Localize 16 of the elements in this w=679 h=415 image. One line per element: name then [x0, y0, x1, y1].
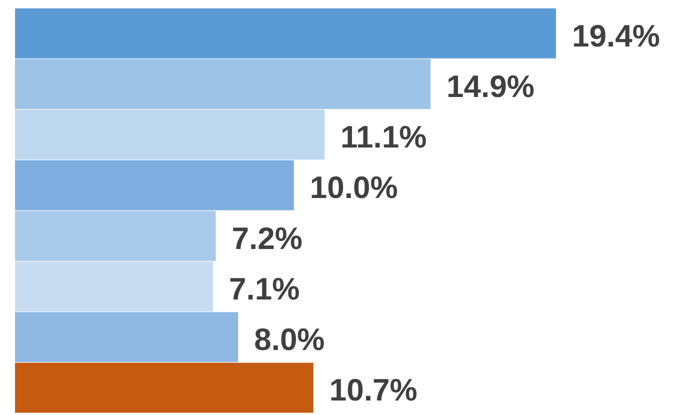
data-label: 8.0%: [254, 322, 325, 358]
data-label: 7.2%: [232, 220, 302, 256]
bar: [15, 312, 238, 362]
bar: [15, 58, 430, 109]
bar: [15, 8, 556, 58]
data-label: 14.9%: [446, 68, 534, 104]
bar: [15, 110, 325, 160]
data-label: 10.7%: [329, 372, 418, 408]
data-label: 10.0%: [310, 170, 398, 206]
data-label: 11.1%: [340, 120, 427, 155]
bar: [15, 210, 216, 261]
bar: [15, 362, 314, 413]
bar: [15, 261, 213, 312]
bar: [15, 160, 294, 210]
data-label: 7.1%: [228, 271, 300, 306]
data-label: 19.4%: [572, 18, 660, 54]
